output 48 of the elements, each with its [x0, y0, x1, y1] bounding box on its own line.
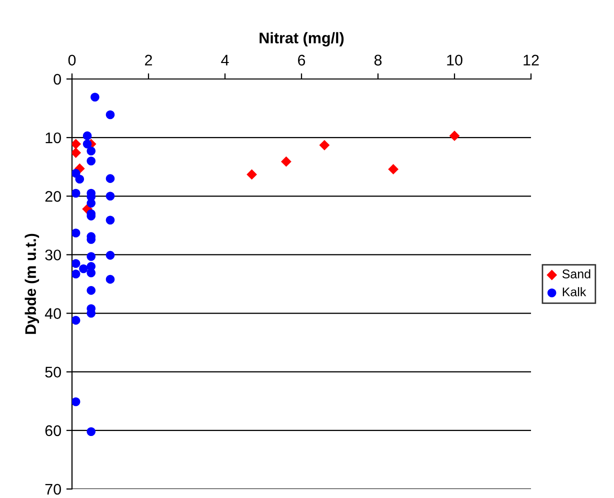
y-tick-label: 60 [45, 425, 61, 436]
point [86, 146, 96, 156]
point [106, 250, 115, 260]
x-tick-label: 0 [68, 54, 76, 66]
y-tick-label: 10 [46, 132, 61, 144]
y-tick-label: 0 [54, 74, 61, 85]
y-tick-label: 40 [44, 308, 61, 319]
point [82, 131, 92, 140]
y-tick-label: 70 [45, 484, 61, 495]
point [75, 174, 84, 184]
y-tick-label: 30 [45, 250, 61, 260]
point [90, 92, 100, 102]
point [79, 264, 88, 274]
x-tick-label: 10 [447, 54, 462, 66]
point [72, 228, 80, 238]
point [72, 316, 80, 325]
point [106, 274, 115, 284]
point [86, 427, 96, 436]
point [449, 130, 460, 142]
x-tick-label: 12 [524, 54, 539, 66]
y-tick-label: 20 [45, 191, 61, 202]
x-tick-label: 4 [221, 54, 229, 66]
point [281, 156, 292, 167]
x-tick-label: 8 [374, 54, 382, 66]
point [72, 259, 80, 268]
point [319, 140, 330, 150]
point [388, 164, 398, 174]
point [86, 156, 96, 166]
point [106, 110, 115, 120]
legend-label: Sand [562, 269, 590, 278]
point [86, 286, 96, 295]
point [106, 192, 115, 201]
point [246, 169, 257, 180]
point [72, 138, 82, 150]
point [72, 397, 80, 406]
x-tick-label: 6 [298, 54, 306, 66]
x-tick-label: 2 [145, 54, 152, 66]
point [72, 270, 80, 278]
point [106, 174, 115, 183]
point [72, 188, 80, 198]
y-tick-label: 50 [45, 366, 61, 378]
legend-label: Kalk [562, 287, 586, 296]
point [72, 148, 82, 158]
point [86, 252, 96, 261]
y-axis-title: Dybde (m u.t.) [24, 234, 40, 334]
x-axis-title: Nitrat (mg/l) [260, 32, 344, 46]
point [82, 140, 92, 148]
point [106, 216, 115, 225]
